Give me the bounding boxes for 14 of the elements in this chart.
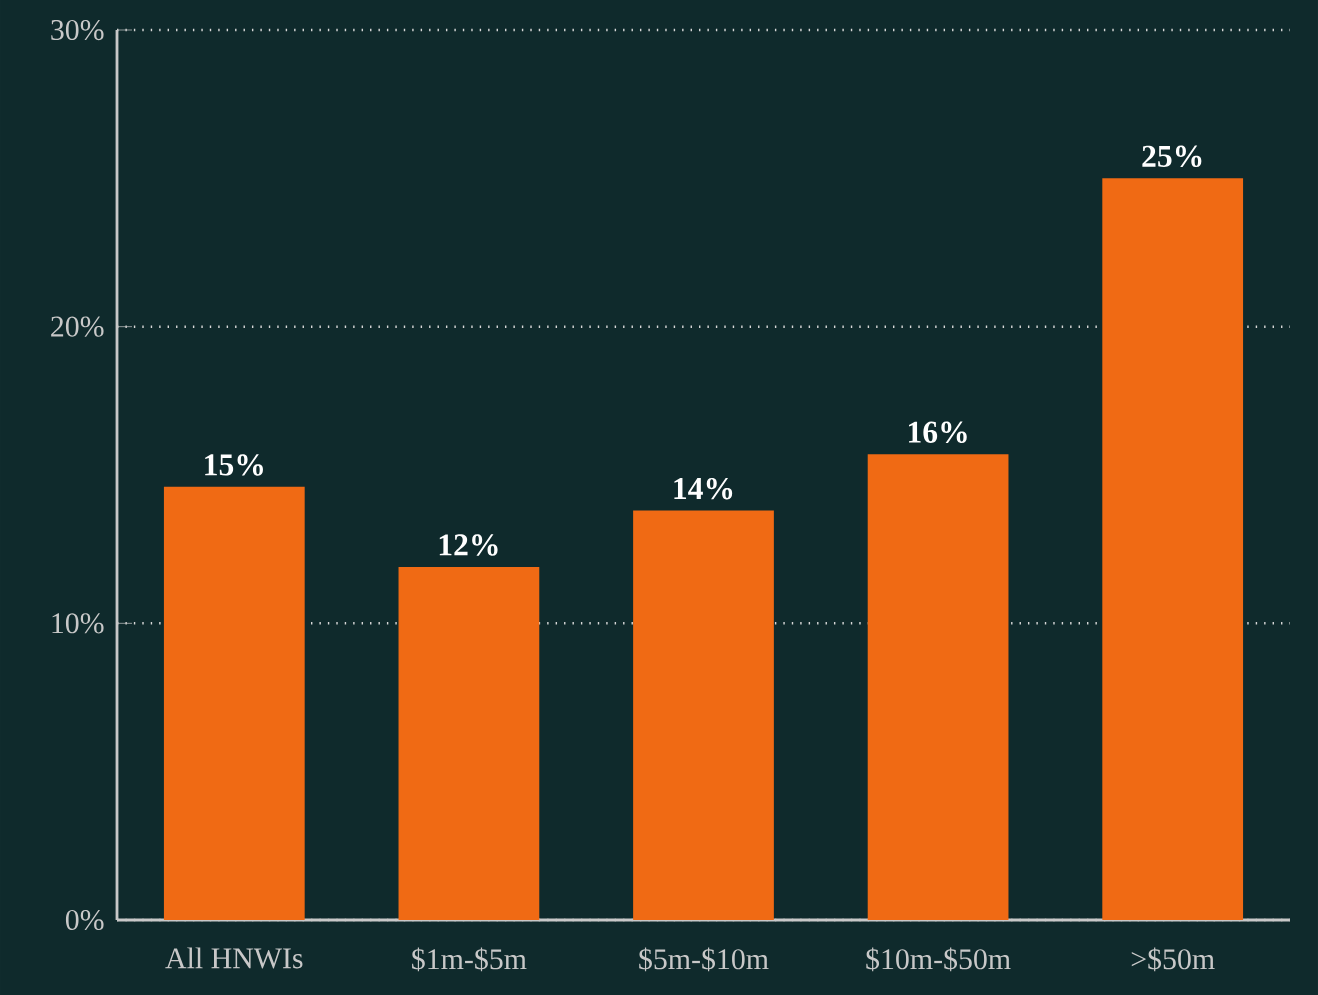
data-label: 16%: [909, 421, 967, 444]
data-label: 25%: [1142, 145, 1202, 168]
x-tick-label: $5m-$10m: [639, 947, 769, 972]
y-tick-label: 0%: [65, 909, 104, 931]
x-tick-label: >$50m: [1131, 947, 1215, 972]
y-tick-label: 30%: [51, 19, 104, 41]
x-tick-label: $1m-$5m: [412, 947, 527, 972]
data-label: 14%: [674, 477, 733, 500]
y-tick-label: 10%: [52, 613, 104, 634]
data-label: 15%: [205, 454, 263, 476]
data-label: 12%: [439, 534, 498, 556]
x-tick-label: $10m-$50m: [866, 947, 1011, 972]
y-tick-label: 20%: [51, 316, 104, 337]
x-tick-label: All HNWIs: [165, 947, 303, 969]
